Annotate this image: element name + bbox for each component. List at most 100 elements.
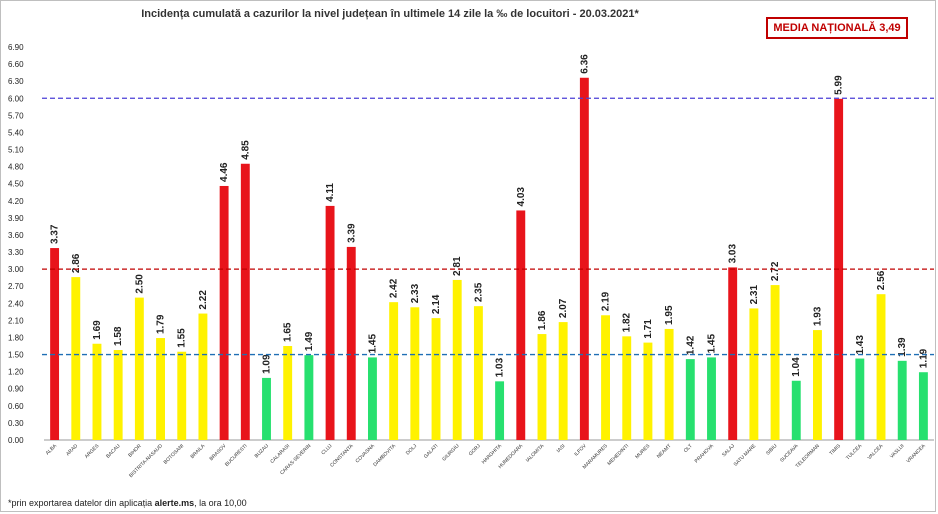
y-tick-label: 5.40 [8,128,24,137]
x-tick-label: MURES [634,443,651,460]
footnote-prefix: *prin exportarea datelor din aplicația [8,498,155,508]
x-tick-label: ARAD [65,443,79,457]
bar [262,377,271,440]
bar [113,350,123,440]
bar [134,297,144,440]
x-tick-label: BUZAU [254,443,271,460]
y-tick-label: 4.80 [8,163,24,172]
bar [156,338,165,440]
y-tick-label: 0.30 [8,419,24,428]
bar [198,313,208,440]
x-tick-label: CALARASI [269,443,291,465]
y-tick-label: 1.80 [8,333,24,342]
y-tick-label: 4.20 [8,197,24,206]
data-label: 1.55 [177,328,188,348]
bar [813,330,822,440]
y-tick-label: 3.90 [8,214,24,223]
y-tick-label: 2.10 [8,316,24,325]
data-label: 1.19 [918,348,929,368]
bar [643,342,653,440]
x-tick-label: DAMBOVITA [372,443,397,468]
bar [516,210,526,440]
y-tick-label: 6.60 [8,60,24,69]
bar [855,358,865,440]
data-label: 1.45 [707,334,718,354]
data-label: 4.46 [219,162,230,182]
y-tick-label: 6.30 [8,77,24,86]
bar [897,360,907,440]
bar [240,163,250,440]
x-tick-label: TIMIS [828,443,842,457]
data-label: 1.43 [855,335,866,355]
data-label: 2.42 [389,278,400,298]
footnote: *prin exportarea datelor din aplicația a… [8,498,247,508]
y-tick-label: 3.30 [8,248,24,257]
data-label: 1.03 [495,357,506,377]
data-label: 2.35 [473,282,484,302]
data-label: 1.79 [156,314,167,334]
y-tick-label: 5.10 [8,146,24,155]
x-tick-label: SALAJ [721,443,736,458]
data-label: 3.39 [346,223,357,243]
bar [325,205,335,440]
y-tick-label: 1.50 [8,351,24,360]
data-label: 2.07 [558,298,569,318]
x-tick-label: BACAU [105,443,122,460]
x-tick-label: VRANCEA [905,443,927,465]
y-tick-label: 1.20 [8,368,24,377]
data-label: 1.69 [92,320,103,340]
bar [579,77,589,440]
bar [495,381,505,440]
data-label: 1.93 [812,306,823,326]
x-tick-label: COVASNA [355,443,377,465]
data-label: 2.31 [749,285,760,305]
data-label: 1.04 [791,357,802,377]
bar [283,346,293,440]
bar [177,351,187,440]
x-tick-label: DOLJ [405,443,419,457]
data-label: 1.09 [262,354,273,374]
y-tick-label: 2.70 [8,282,24,291]
x-tick-label: NEAMT [656,443,673,460]
bar [622,336,632,440]
y-tick-label: 3.00 [8,265,24,274]
bar [664,328,674,440]
y-tick-label: 5.70 [8,111,24,120]
x-tick-label: CONSTANTA [329,443,355,469]
x-tick-label: SATU MARE [733,443,758,468]
data-label: 1.42 [685,335,696,355]
bar [346,246,356,440]
x-tick-label: BOTOSANI [163,443,185,465]
x-tick-label: VASLUI [889,443,906,460]
bar [918,372,928,440]
y-tick-label: 2.40 [8,299,24,308]
bar [601,315,610,440]
footnote-app: alerte.ms [154,498,195,508]
bar [685,359,695,440]
national-average-box: MEDIA NAȚIONALĂ 3,49 [766,17,908,39]
y-tick-label: 3.60 [8,231,24,240]
data-label: 2.14 [431,294,442,314]
bar [791,380,801,440]
bar [410,307,420,440]
bar [728,267,738,440]
bar [389,302,399,440]
x-tick-label: VALCEA [866,443,884,461]
bar [304,355,314,440]
data-label: 3.37 [50,224,61,244]
bar [452,279,462,440]
data-label: 2.33 [410,283,421,303]
x-tick-label: SIBIU [765,443,779,457]
data-label: 2.19 [601,291,612,311]
data-label: 6.36 [579,54,590,74]
x-tick-label: GALATI [423,443,440,460]
data-label: 1.39 [897,337,908,357]
data-label: 1.71 [643,319,654,339]
x-tick-label: OLT [683,443,694,454]
bar [50,248,60,440]
data-label: 2.50 [134,274,145,294]
x-tick-label: ALBA [45,443,59,457]
data-label: 4.03 [516,187,527,207]
chart-title: Incidența cumulată a cazurilor la nivel … [141,8,639,20]
